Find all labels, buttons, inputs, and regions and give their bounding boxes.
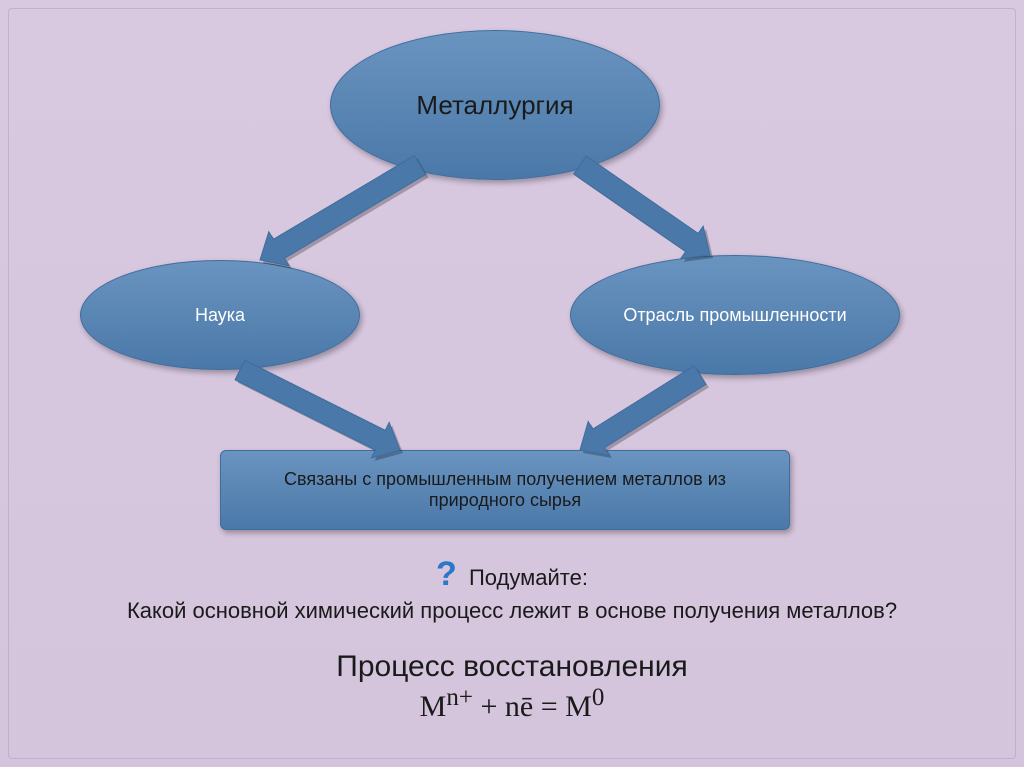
question-mark-icon: ? — [436, 555, 457, 593]
formula-eq: = — [533, 690, 565, 723]
node-bottom: Связаны с промышленным получением металл… — [220, 450, 790, 530]
node-left: Наука — [80, 260, 360, 370]
formula-M1: M — [420, 690, 447, 723]
formula-sup2: 0 — [592, 684, 605, 711]
formula-plus: + n — [473, 690, 520, 723]
question-block: ? Подумайте: Какой основной химический п… — [0, 555, 1024, 624]
node-root-label: Металлургия — [416, 90, 573, 121]
question-prompt: Подумайте: — [469, 565, 588, 590]
answer-formula: Mn+ + nē = M0 — [0, 684, 1024, 724]
formula-sup1: n+ — [446, 684, 473, 711]
answer-block: Процесс восстановления Mn+ + nē = M0 — [0, 650, 1024, 724]
node-right: Отрасль промышленности — [570, 255, 900, 375]
question-line: Какой основной химический процесс лежит … — [0, 598, 1024, 624]
node-left-label: Наука — [195, 305, 245, 326]
answer-title: Процесс восстановления — [0, 650, 1024, 684]
formula-ebar: ē — [520, 690, 533, 723]
node-right-label: Отрасль промышленности — [593, 305, 876, 326]
node-root: Металлургия — [330, 30, 660, 180]
node-bottom-label: Связаны с промышленным получением металл… — [221, 469, 789, 511]
formula-M2: M — [565, 690, 592, 723]
